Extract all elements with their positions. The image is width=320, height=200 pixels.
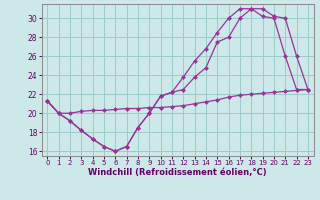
X-axis label: Windchill (Refroidissement éolien,°C): Windchill (Refroidissement éolien,°C) bbox=[88, 168, 267, 177]
